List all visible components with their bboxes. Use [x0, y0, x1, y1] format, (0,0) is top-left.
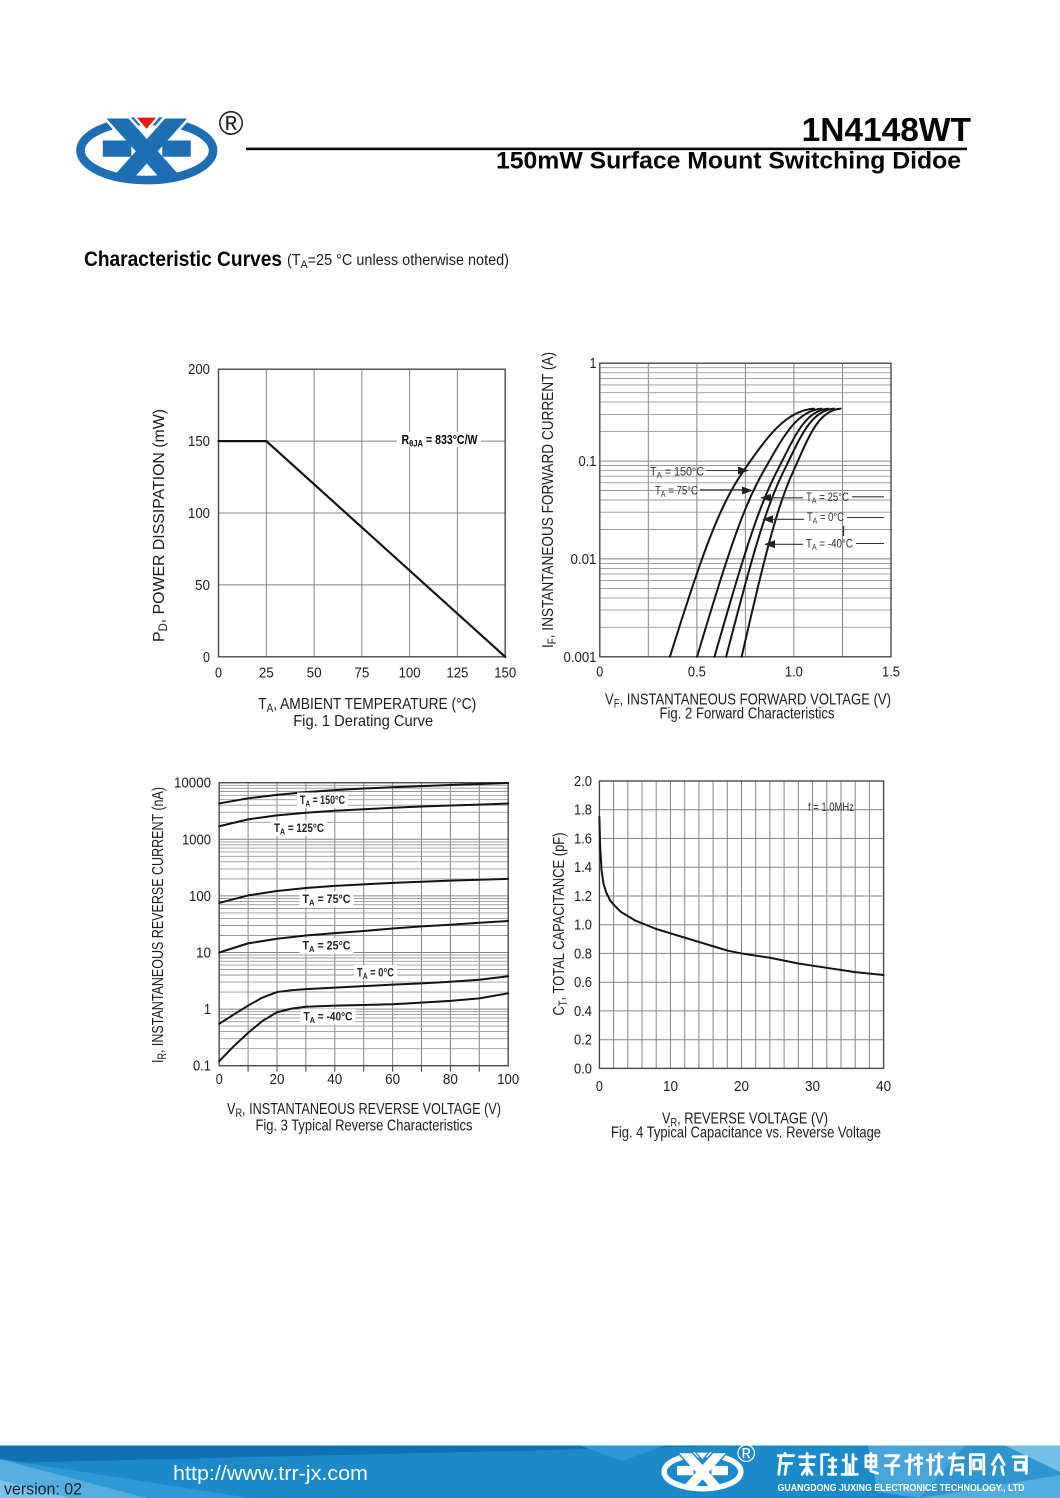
svg-text:0: 0 — [215, 666, 222, 682]
svg-text:1N4148WT: 1N4148WT — [802, 112, 972, 149]
svg-text:75: 75 — [354, 666, 369, 682]
svg-text:Characteristic Curves: Characteristic Curves — [84, 247, 282, 271]
svg-text:0.0: 0.0 — [574, 1061, 592, 1077]
svg-text:100: 100 — [497, 1072, 519, 1088]
svg-text:VF, INSTANTANEOUS FORWARD VOLT: VF, INSTANTANEOUS FORWARD VOLTAGE (V) — [605, 692, 891, 711]
svg-text:200: 200 — [188, 362, 210, 378]
svg-text:TA = 125°C: TA = 125°C — [274, 821, 324, 836]
svg-text:0.1: 0.1 — [579, 454, 597, 470]
svg-text:10: 10 — [663, 1079, 678, 1095]
svg-text:150: 150 — [188, 434, 210, 450]
svg-text:0: 0 — [216, 1072, 223, 1088]
svg-text:1.5: 1.5 — [882, 665, 900, 681]
svg-text:20: 20 — [734, 1079, 749, 1095]
svg-text:25: 25 — [259, 666, 274, 682]
svg-text:0.6: 0.6 — [574, 975, 592, 991]
svg-text:50: 50 — [307, 666, 322, 682]
svg-text:60: 60 — [385, 1072, 400, 1088]
svg-text:RθJA = 833°C/W: RθJA = 833°C/W — [402, 432, 479, 449]
svg-text:Fig. 2 Forward Characteristic: Fig. 2 Forward Characteristics — [660, 705, 835, 722]
svg-text:100: 100 — [399, 666, 421, 682]
svg-text:TA = -40°C: TA = -40°C — [806, 539, 853, 552]
svg-text:0.8: 0.8 — [574, 946, 592, 962]
svg-text:0.01: 0.01 — [571, 552, 597, 568]
svg-text:0: 0 — [596, 665, 603, 681]
svg-text:1.2: 1.2 — [574, 889, 592, 905]
svg-text:TA = -40°C: TA = -40°C — [304, 1010, 353, 1025]
svg-text:50: 50 — [195, 578, 210, 594]
svg-text:0.1: 0.1 — [193, 1059, 211, 1075]
svg-text:TA = 25°C: TA = 25°C — [806, 492, 849, 505]
svg-text:125: 125 — [446, 666, 468, 682]
svg-text:0.5: 0.5 — [688, 665, 706, 681]
svg-text:PD, POWER DISSIPATION (mW): PD, POWER DISSIPATION (mW) — [151, 409, 170, 642]
svg-text:VR, REVERSE VOLTAGE (V): VR, REVERSE VOLTAGE (V) — [662, 1111, 828, 1130]
svg-text:CT, TOTAL CAPACITANCE (pF): CT, TOTAL CAPACITANCE (pF) — [551, 833, 570, 1016]
svg-text:1.8: 1.8 — [574, 803, 592, 819]
svg-text:TA = 0°C: TA = 0°C — [807, 512, 844, 525]
svg-text:0: 0 — [596, 1079, 603, 1095]
svg-text:version: 02: version: 02 — [4, 1480, 82, 1498]
svg-text:Fig. 3 Typical Reverse Charac: Fig. 3 Typical Reverse Characteristics — [256, 1117, 473, 1134]
svg-text:30: 30 — [805, 1079, 820, 1095]
svg-text:IF, INSTANTANEOUS FORWARD CURR: IF, INSTANTANEOUS FORWARD CURRENT (A) — [540, 352, 559, 648]
svg-text:80: 80 — [443, 1072, 458, 1088]
svg-text:TA = 150°C: TA = 150°C — [300, 793, 345, 808]
svg-text:0.4: 0.4 — [574, 1004, 592, 1020]
svg-text:1.6: 1.6 — [574, 832, 592, 848]
svg-text:1.0: 1.0 — [574, 918, 592, 934]
svg-text:1: 1 — [590, 356, 597, 372]
svg-text:(TA=25 °C unless otherwise not: (TA=25 °C unless otherwise noted) — [287, 252, 509, 271]
svg-text:TA = 150°C: TA = 150°C — [650, 467, 704, 480]
svg-text:1.0: 1.0 — [785, 665, 803, 681]
svg-text:TA = 75°C: TA = 75°C — [303, 892, 351, 907]
svg-text:1.4: 1.4 — [574, 860, 592, 876]
svg-text:GUANGDONG JUXING ELECTRONICE T: GUANGDONG JUXING ELECTRONICE TECHNOLOGY.… — [778, 1482, 1025, 1494]
svg-text:TA = 0°C: TA = 0°C — [357, 966, 394, 981]
svg-text:150mW Surface Mount Switching: 150mW Surface Mount Switching Didoe — [496, 148, 961, 175]
svg-text:VR, INSTANTANEOUS REVERSE VOLT: VR, INSTANTANEOUS REVERSE VOLTAGE (V) — [227, 1101, 501, 1120]
svg-text:IR, INSTANTANEOUS REVERSE CURR: IR, INSTANTANEOUS REVERSE CURRENT (nA) — [150, 787, 169, 1063]
svg-text:®: ® — [737, 1440, 756, 1468]
svg-text:2.0: 2.0 — [574, 774, 592, 790]
svg-text:TA = 25°C: TA = 25°C — [303, 939, 351, 954]
svg-text:Fig. 1 Derating Curve: Fig. 1 Derating Curve — [293, 713, 433, 730]
svg-text:TA = 75°C: TA = 75°C — [655, 486, 698, 499]
svg-text:100: 100 — [188, 506, 210, 522]
svg-text:®: ® — [219, 105, 244, 143]
svg-text:0: 0 — [203, 650, 210, 666]
svg-text:0.2: 0.2 — [574, 1033, 592, 1049]
svg-text:1000: 1000 — [182, 832, 211, 848]
svg-text:20: 20 — [270, 1072, 285, 1088]
svg-text:Fig. 4 Typical Capacitance vs: Fig. 4 Typical Capacitance vs. Reverse V… — [611, 1125, 881, 1142]
svg-text:40: 40 — [327, 1072, 342, 1088]
svg-text:10000: 10000 — [174, 776, 211, 792]
svg-text:0.001: 0.001 — [564, 650, 597, 666]
svg-text:1: 1 — [204, 1002, 211, 1018]
svg-text:100: 100 — [189, 889, 211, 905]
svg-text:http://www.trr-jx.com: http://www.trr-jx.com — [173, 1463, 368, 1485]
svg-text:f = 1.0MHz: f = 1.0MHz — [808, 800, 854, 814]
svg-text:10: 10 — [196, 946, 211, 962]
svg-text:150: 150 — [494, 666, 516, 682]
svg-text:40: 40 — [876, 1079, 891, 1095]
svg-text:TA, AMBIENT TEMPERATURE (°C): TA, AMBIENT TEMPERATURE (°C) — [258, 696, 476, 715]
